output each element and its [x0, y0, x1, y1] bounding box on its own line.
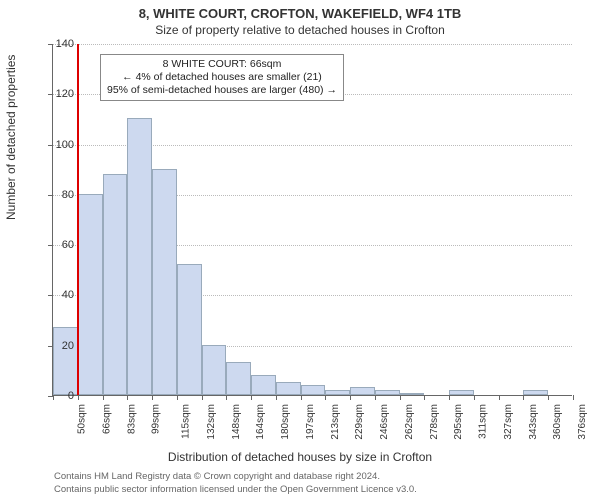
- x-tick-label: 132sqm: [206, 404, 217, 440]
- x-tick: [400, 395, 401, 400]
- x-tick: [325, 395, 326, 400]
- x-tick: [474, 395, 475, 400]
- x-tick: [127, 395, 128, 400]
- histogram-bar: [350, 387, 375, 395]
- histogram-bar: [177, 264, 202, 395]
- histogram-bar: [400, 393, 425, 396]
- y-tick-label: 100: [44, 139, 74, 151]
- x-tick-label: 311sqm: [478, 404, 489, 439]
- x-tick: [523, 395, 524, 400]
- x-tick: [350, 395, 351, 400]
- histogram-bar: [251, 375, 276, 395]
- x-tick-label: 83sqm: [126, 404, 137, 434]
- y-tick-label: 60: [44, 239, 74, 251]
- x-tick-label: 197sqm: [305, 404, 316, 440]
- x-tick-label: 164sqm: [255, 404, 266, 440]
- histogram-bar: [78, 194, 103, 395]
- y-tick-label: 0: [44, 390, 74, 402]
- histogram-bar: [276, 382, 301, 395]
- x-tick-label: 229sqm: [354, 404, 365, 440]
- y-tick-label: 40: [44, 289, 74, 301]
- y-axis-label: Number of detached properties: [4, 55, 18, 220]
- x-tick-label: 50sqm: [77, 404, 88, 434]
- x-tick: [103, 395, 104, 400]
- x-tick: [177, 395, 178, 400]
- x-tick-label: 148sqm: [231, 404, 242, 440]
- histogram-bar: [226, 362, 251, 395]
- callout-line-3: 95% of semi-detached houses are larger (…: [107, 84, 337, 97]
- footer-line-1: Contains HM Land Registry data © Crown c…: [54, 471, 417, 483]
- x-tick-label: 343sqm: [528, 404, 539, 440]
- x-tick: [251, 395, 252, 400]
- histogram-bar: [375, 390, 400, 395]
- x-tick-label: 376sqm: [577, 404, 588, 440]
- x-tick: [226, 395, 227, 400]
- x-tick-label: 360sqm: [553, 404, 564, 440]
- grid-line: [53, 44, 572, 45]
- chart-title-main: 8, WHITE COURT, CROFTON, WAKEFIELD, WF4 …: [0, 0, 600, 21]
- histogram-bar: [127, 118, 152, 395]
- x-tick-label: 262sqm: [404, 404, 415, 440]
- x-tick-label: 327sqm: [503, 404, 514, 440]
- x-tick: [424, 395, 425, 400]
- x-tick: [499, 395, 500, 400]
- x-tick: [78, 395, 79, 400]
- callout-line-1: 8 WHITE COURT: 66sqm: [107, 58, 337, 71]
- x-tick: [152, 395, 153, 400]
- footer-line-2: Contains public sector information licen…: [54, 484, 417, 496]
- histogram-bar: [53, 327, 78, 395]
- x-axis-label: Distribution of detached houses by size …: [0, 450, 600, 464]
- callout-line-2: ← 4% of detached houses are smaller (21): [107, 71, 337, 84]
- histogram-bar: [523, 390, 548, 395]
- histogram-bar: [325, 390, 350, 395]
- x-tick-label: 99sqm: [151, 404, 162, 434]
- x-tick-label: 246sqm: [379, 404, 390, 440]
- histogram-bar: [202, 345, 227, 395]
- reference-line: [77, 44, 79, 395]
- histogram-bar: [152, 169, 177, 395]
- x-tick-label: 180sqm: [280, 404, 291, 440]
- x-tick-label: 66sqm: [101, 404, 112, 434]
- x-tick-label: 213sqm: [330, 404, 341, 440]
- footer-attribution: Contains HM Land Registry data © Crown c…: [54, 471, 417, 496]
- x-tick-label: 115sqm: [180, 404, 191, 439]
- x-tick: [375, 395, 376, 400]
- y-tick-label: 120: [44, 88, 74, 100]
- x-tick: [276, 395, 277, 400]
- histogram-bar: [449, 390, 474, 395]
- x-tick: [301, 395, 302, 400]
- y-tick-label: 80: [44, 189, 74, 201]
- x-tick: [449, 395, 450, 400]
- x-tick: [202, 395, 203, 400]
- x-tick: [548, 395, 549, 400]
- x-tick: [573, 395, 574, 400]
- histogram-bar: [301, 385, 326, 395]
- histogram-bar: [103, 174, 128, 395]
- y-tick-label: 20: [44, 340, 74, 352]
- chart-title-sub: Size of property relative to detached ho…: [0, 21, 600, 41]
- x-tick-label: 295sqm: [454, 404, 465, 440]
- x-tick-label: 278sqm: [429, 404, 440, 440]
- callout-box: 8 WHITE COURT: 66sqm← 4% of detached hou…: [100, 54, 344, 101]
- y-tick-label: 140: [44, 38, 74, 50]
